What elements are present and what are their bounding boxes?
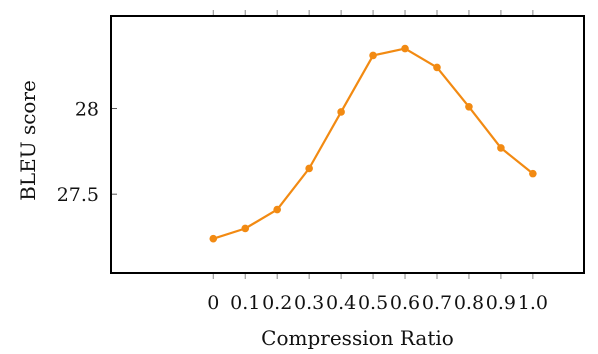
data-point [209, 234, 218, 243]
plot-frame [110, 15, 585, 274]
data-point [401, 44, 409, 53]
y-tick-label: 28 [75, 99, 99, 121]
x-tick-label: 0.8 [454, 292, 484, 314]
data-points [209, 44, 537, 243]
x-tick-label: 0.9 [486, 292, 516, 314]
x-tick-label: 0.3 [294, 292, 324, 314]
x-tick-label: 0.1 [230, 292, 260, 314]
x-axis-label: Compression Ratio [261, 326, 454, 350]
data-point [369, 51, 377, 60]
data-point [497, 144, 505, 152]
y-tick-label: 27.5 [57, 184, 99, 206]
data-point [465, 103, 473, 111]
x-tick-labels: 0 0.1 0.2 0.3 0.4 0.5 0.6 0.7 0.8 0.9 1.0 [207, 292, 548, 314]
x-tick-label: 0.5 [358, 292, 388, 314]
x-tick-label: 1.0 [518, 292, 548, 314]
data-point [305, 164, 313, 173]
x-tick-label: 0.6 [390, 292, 420, 314]
y-tick-labels: 27.5 28 [57, 99, 99, 207]
x-tick-label: 0.7 [422, 292, 452, 314]
series-line [212, 47, 534, 240]
data-point [241, 224, 250, 233]
data-point [433, 63, 441, 72]
x-tick-label: 0.2 [262, 292, 292, 314]
x-tick-label: 0.4 [326, 292, 356, 314]
data-point [273, 205, 281, 214]
x-tick-label: 0 [207, 292, 219, 314]
data-point [529, 169, 537, 178]
data-point [337, 108, 345, 116]
y-axis-label: BLEU score [16, 80, 40, 201]
